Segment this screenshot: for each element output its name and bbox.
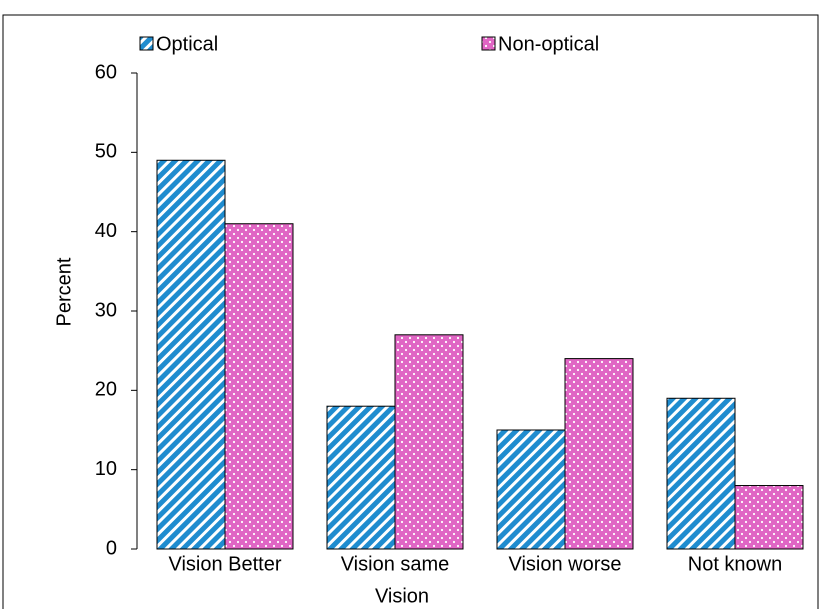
y-tick-label: 60 [95,61,117,83]
bar [156,159,226,550]
bar [326,405,396,550]
x-axis-label: Vision [375,585,429,607]
bar [564,358,634,550]
legend-swatch [481,36,496,51]
bar [734,485,804,550]
x-tick-label: Not known [688,553,783,575]
legend-label: Optical [156,33,218,55]
bar [224,223,294,550]
y-tick-label: 50 [95,141,117,163]
y-axis-label: Percent [53,257,75,326]
x-tick-label: Vision Better [168,553,281,575]
y-tick-label: 30 [95,299,117,321]
bar [394,334,464,550]
x-tick-label: Vision worse [508,553,621,575]
legend-swatch [139,36,154,51]
bar [666,397,736,550]
y-tick-label: 20 [95,379,117,401]
x-tick-label: Vision same [341,553,450,575]
y-tick-label: 0 [106,537,117,559]
y-tick-label: 40 [95,220,117,242]
frame [2,14,819,609]
y-tick-label: 10 [95,458,117,480]
legend-label: Non-optical [498,33,599,55]
bar [496,429,566,550]
